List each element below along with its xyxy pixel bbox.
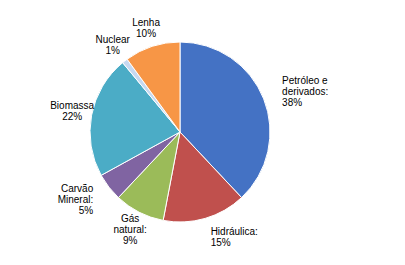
slice-label: Nuclear1% — [95, 34, 130, 56]
slice-label: Gásnatural:9% — [113, 213, 146, 246]
labels: Petróleo ederivados:38% Hidráulica:15% Gás… — [50, 17, 328, 249]
chart-container: Petróleo ederivados:38% Hidráulica:15% Gás… — [0, 0, 405, 265]
pie-chart: Petróleo ederivados:38% Hidráulica:15% Gás… — [0, 0, 405, 265]
wedges — [90, 42, 270, 222]
slice-label: Petróleo ederivados:38% — [282, 75, 328, 108]
slice-label: Biomassa22% — [50, 100, 94, 122]
slice-label: CarvãoMineral:5% — [58, 183, 94, 216]
pie-slice — [127, 42, 180, 132]
slice-label: Lenha10% — [132, 17, 160, 39]
slice-label: Hidráulica:15% — [211, 226, 258, 248]
